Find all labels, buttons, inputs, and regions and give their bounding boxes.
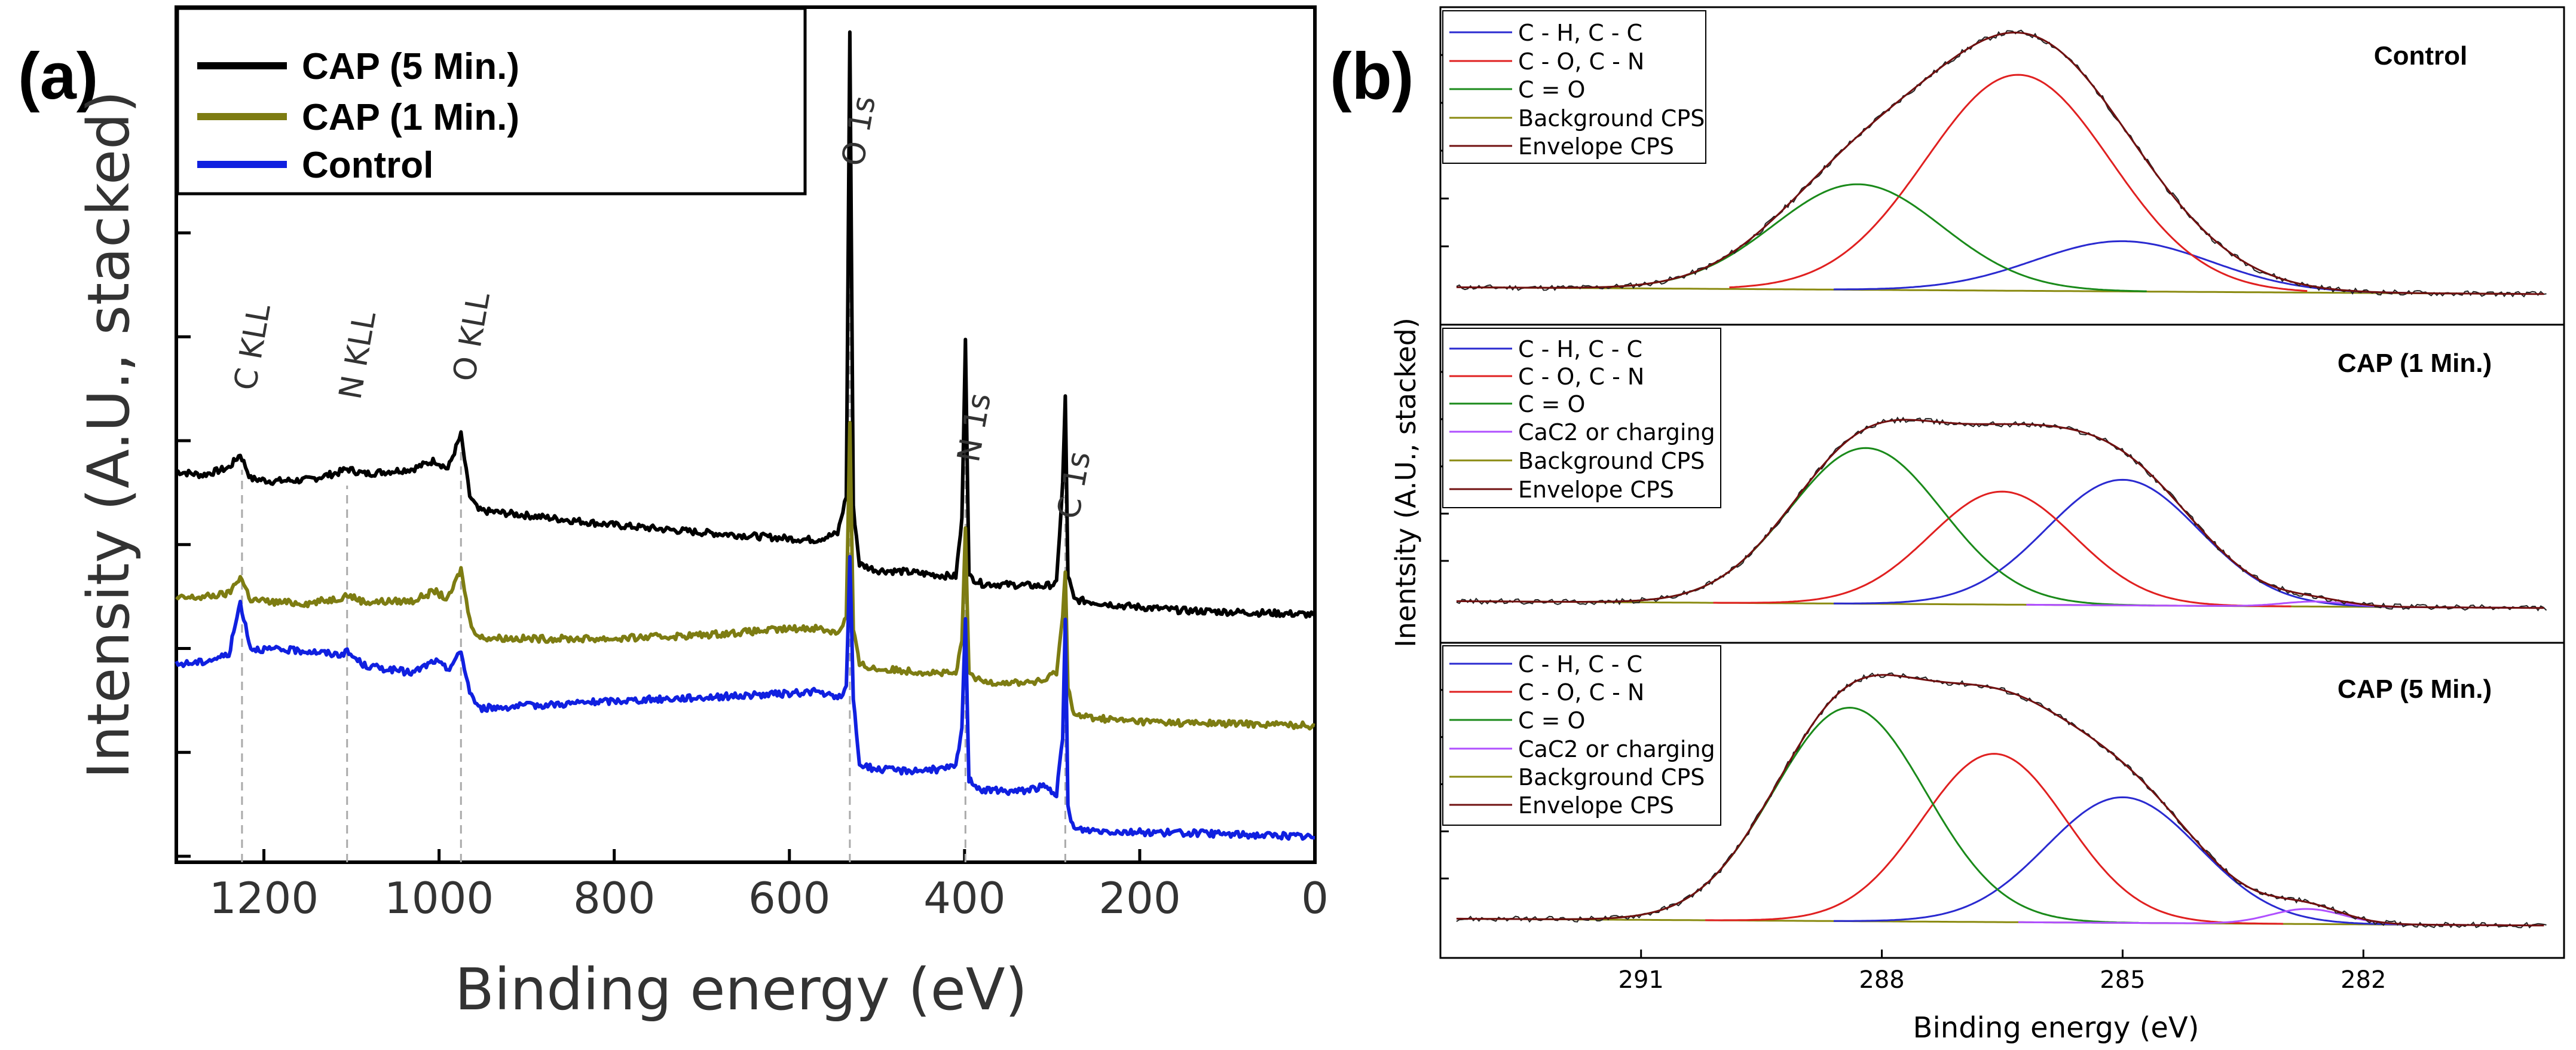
legend-entry: C = O [1518,707,1585,734]
legend-entry: CaC2 or charging [1518,419,1715,445]
legend-entry: Envelope CPS [1518,477,1674,503]
c1s-x-axis-label: Binding energy (eV) [1913,1011,2199,1045]
survey-series-line [175,420,1315,731]
survey-x-tick-label: 800 [573,873,655,923]
c1s-plot-frame [1439,6,2565,959]
survey-peak-annotation: C KLL [228,301,278,393]
envelope-curve [1456,31,2544,295]
component-curve [1834,796,2412,926]
legend-entry: Background CPS [1518,105,1705,132]
c1s-curves [1456,29,2547,929]
legend-entry: Envelope CPS [1518,133,1674,160]
legend-entry: Background CPS [1518,764,1705,790]
legend-entry: Background CPS [1518,448,1705,474]
c1s-x-tick-label: 282 [2341,966,2386,994]
panel-a-label: (a) [18,39,98,113]
survey-peak-annotation: C 1s [1051,449,1098,522]
legend-cap1: C - H, C - C C - O, C - N C = O CaC2 or … [1442,328,1721,508]
survey-x-tick-label: 1200 [209,873,319,923]
legend-entry: CaC2 or charging [1518,736,1715,762]
component-curve [1568,183,2147,292]
legend-entry: C = O [1518,391,1585,417]
legend-control-box [1442,10,1706,164]
panel-b-label: (b) [1330,39,1414,113]
survey-peak-annotation: O KLL [446,290,497,384]
survey-x-tick-label: 600 [748,873,830,923]
legend-entry: C - H, C - C [1518,651,1642,677]
survey-series [175,30,1316,841]
c1s-y-axis-label: Inentsity (A.U., stacked) [1390,318,1422,648]
subplot-title-control: Control [2374,41,2467,71]
legend-entry: C - O, C - N [1518,364,1644,390]
component-curve [1705,753,2284,925]
legend-entry: C - O, C - N [1518,679,1644,706]
legend-cap5: C - H, C - C C - O, C - N C = O CaC2 or … [1442,645,1721,826]
background-curve [1480,286,2504,295]
subplot-title-cap1: CAP (1 Min.) [2338,349,2492,378]
component-curve [1713,490,2292,608]
background-curve [1480,600,2504,609]
survey-x-tick-label: 400 [923,873,1005,923]
component-curve [1833,240,2412,294]
c1s-ticks: 291 288 285 282 [1440,54,2386,994]
legend-entry: C - H, C - C [1518,336,1642,362]
legend-entry: Envelope CPS [1518,792,1674,819]
survey-series-line [176,30,1316,619]
legend-cap5-box [1442,645,1721,826]
c1s-x-tick-label: 291 [1619,966,1664,994]
legend-cap1-box [1442,328,1721,508]
survey-x-tick-label: 200 [1099,873,1180,923]
envelope-curve [1456,674,2544,927]
survey-peak-annotation: N KLL [332,309,383,402]
raw-spectrum-line [1456,672,2547,929]
survey-peak-annotation: O 1s [836,93,883,169]
survey-x-tick-label: 0 [1301,873,1329,923]
c1s-x-tick-label: 288 [1859,966,1904,994]
survey-spectrum-chart: 1200 1000 800 600 400 200 0 C KLL N KLL O KLL O 1… [75,5,1329,1023]
legend-control: C - H, C - C C - O, C - N C = O Backgrou… [1442,10,1706,164]
survey-x-tick-label: 1000 [384,873,494,923]
survey-x-axis-label: Binding energy (eV) [455,956,1027,1023]
survey-peak-annotation: N 1s [951,390,998,465]
subplot-title-cap5: CAP (5 Min.) [2338,674,2492,704]
background-curve [1480,918,2504,926]
envelope-curve [1456,419,2544,609]
survey-series-line [175,555,1315,841]
legend-label-cap1: CAP (1 Min.) [302,97,519,138]
legend-label-control: Control [302,145,433,186]
survey-legend: CAP (5 Min.) CAP (1 Min.) Control [176,7,807,196]
raw-spectrum-line [1456,416,2547,612]
legend-entry: C - H, C - C [1518,20,1642,46]
legend-label-cap5: CAP (5 Min.) [302,46,519,87]
legend-entry: C = O [1518,77,1585,103]
c1s-x-tick-label: 285 [2100,966,2145,994]
c1s-fit-chart: 291 288 285 282 Control CAP (1 Min.) CAP (5… [1390,6,2565,1045]
survey-x-ticks: 1200 1000 800 600 400 200 0 [209,849,1329,923]
legend-entry: C - O, C - N [1518,48,1644,75]
survey-y-axis-label: Intensity (A.U., stacked) [75,90,142,779]
component-curve [1729,74,2308,292]
